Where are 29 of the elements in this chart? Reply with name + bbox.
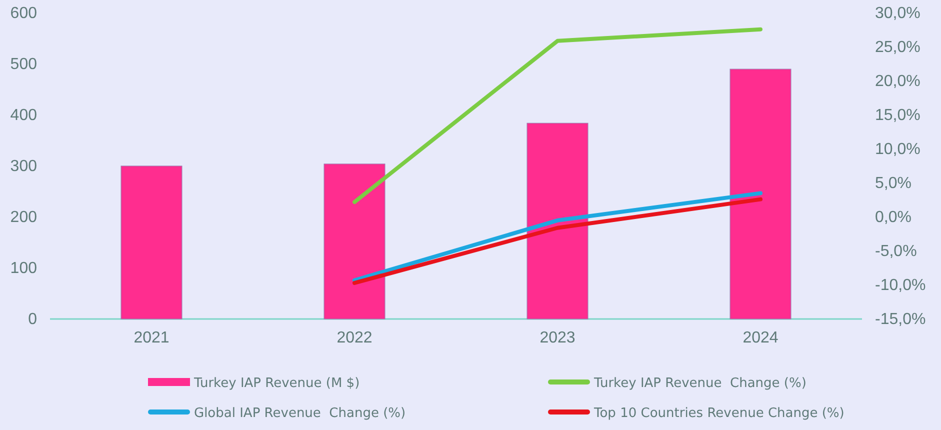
- legend-label: Top 10 Countries Revenue Change (%): [593, 406, 844, 421]
- y-tick-label: 0: [28, 311, 38, 328]
- y-tick-label: 100: [10, 260, 38, 278]
- bar: [730, 68, 792, 320]
- y2-tick-label: 20,0%: [875, 73, 920, 90]
- x-tick-label: 2023: [540, 329, 576, 346]
- y2-tick-label: -5,0%: [875, 243, 917, 260]
- bar: [526, 122, 588, 320]
- x-tick-label: 2021: [134, 329, 170, 346]
- y2-tick-label: 30,0%: [875, 5, 920, 22]
- y-tick-label: 400: [10, 107, 38, 124]
- bar: [120, 166, 182, 320]
- legend-label: Turkey IAP Revenue Change (%): [593, 376, 806, 391]
- y2-tick-label: 15,0%: [875, 107, 920, 124]
- legend-label: Global IAP Revenue Change (%): [194, 406, 406, 421]
- y-tick-label: 200: [10, 209, 38, 226]
- y2-tick-label: 10,0%: [875, 141, 920, 158]
- y-tick-label: 600: [10, 5, 38, 22]
- y2-tick-label: 25,0%: [875, 39, 920, 56]
- y2-tick-label: -15,0%: [875, 311, 926, 328]
- legend-label: Turkey IAP Revenue (M $): [193, 376, 360, 391]
- y-tick-label: 500: [10, 56, 38, 74]
- y2-tick-label: 0,0%: [875, 209, 912, 226]
- bar: [324, 164, 386, 320]
- y2-tick-label: -10,0%: [875, 277, 926, 294]
- y2-tick-label: 5,0%: [875, 175, 912, 192]
- y-tick-label: 300: [10, 158, 38, 176]
- x-tick-label: 2024: [742, 329, 778, 346]
- x-tick-label: 2022: [336, 329, 372, 346]
